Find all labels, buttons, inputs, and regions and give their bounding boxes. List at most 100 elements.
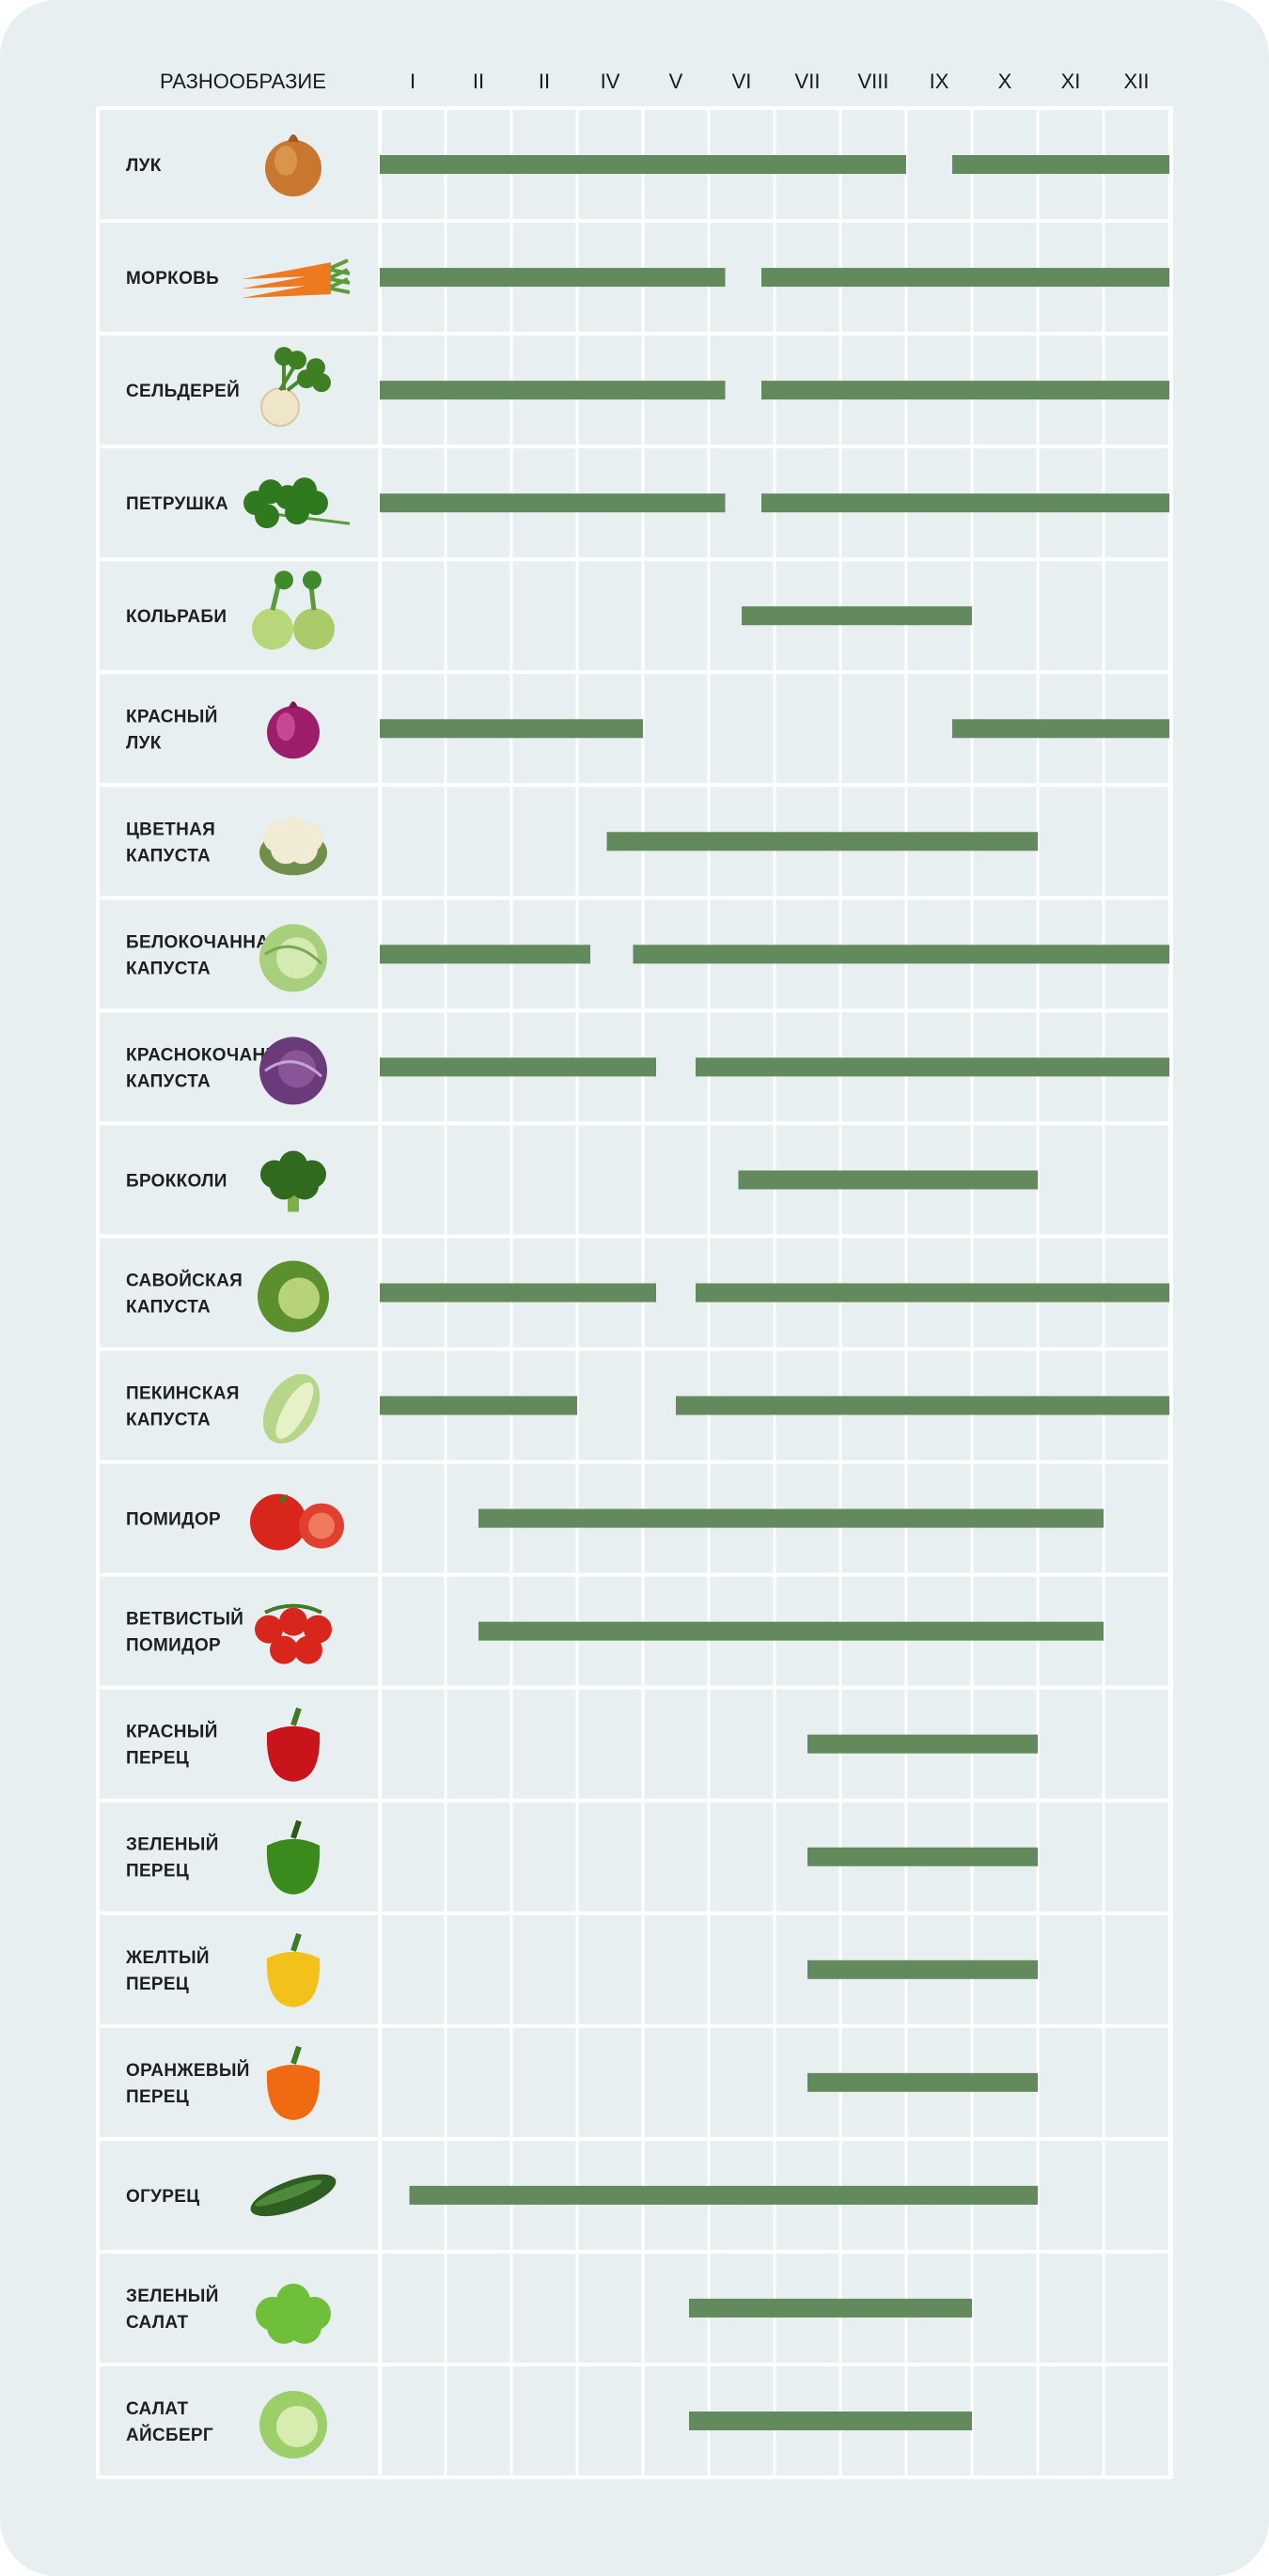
month-header: VI	[732, 70, 752, 93]
tomato-icon	[250, 1493, 344, 1551]
table-frame	[96, 106, 1173, 2479]
season-bar	[380, 1396, 577, 1415]
month-header: VIII	[857, 70, 888, 93]
season-bar	[738, 1170, 1038, 1190]
iceberg-lettuce-icon	[259, 2390, 327, 2459]
row-cauliflower: ЦВЕТНАЯ КАПУСТА	[126, 817, 1038, 876]
row-label: КРАСНОКОЧАННАЯ	[126, 1045, 306, 1065]
row-label: БЕЛОКОЧАННАЯ	[126, 932, 282, 952]
month-header: V	[669, 70, 683, 93]
season-bar	[952, 719, 1169, 739]
row-label: САЛАТ	[126, 2313, 189, 2333]
row-label: КАПУСТА	[126, 846, 211, 866]
row-label: КАПУСТА	[126, 959, 211, 978]
row-label: КАПУСТА	[126, 1411, 211, 1430]
cauliflower-icon	[259, 817, 327, 876]
row-label: ПЕТРУШКА	[126, 494, 228, 514]
row-kohlrabi: КОЛЬРАБИ	[126, 570, 972, 650]
row-lettuce: ЗЕЛЕНЫЙ САЛАТ	[126, 2283, 972, 2344]
carrot-icon	[242, 258, 351, 299]
red-pepper-icon	[266, 1707, 321, 1782]
month-header: XII	[1124, 70, 1150, 93]
orange-pepper-icon	[266, 2045, 321, 2120]
row-label: ПОМИДОР	[126, 1636, 221, 1656]
red-onion-icon	[267, 701, 320, 759]
row-label: ЗЕЛЕНЫЙ	[126, 2286, 219, 2306]
row-label: ПОМИДОР	[126, 1510, 221, 1530]
yellow-pepper-icon	[266, 1932, 321, 2007]
season-bar	[380, 945, 590, 964]
row-orange-pepper: ОРАНЖЕВЫЙ ПЕРЕЦ	[126, 2045, 1038, 2120]
broccoli-icon	[260, 1150, 326, 1212]
row-label: ОРАНЖЕВЫЙ	[126, 2060, 250, 2081]
season-bar	[409, 2185, 1038, 2205]
row-parsley: ПЕТРУШКА	[126, 477, 1169, 529]
season-bar	[761, 381, 1169, 400]
rows: ЛУК МОРКОВЬ СЕЛЬДЕРЕЙ ПЕТРУШКА КОЛЬРАБИ КРАСН…	[125, 134, 1169, 2459]
parsley-icon	[243, 477, 351, 529]
season-bar	[742, 606, 972, 626]
row-red-cabbage: КРАСНОКОЧАННАЯ КАПУСТА	[126, 1037, 1169, 1105]
month-header: IV	[601, 70, 620, 93]
row-label: ПЕРЕЦ	[126, 1975, 189, 1994]
row-label: БРОККОЛИ	[126, 1171, 227, 1191]
cucumber-icon	[250, 2174, 337, 2217]
month-header: II	[539, 70, 550, 93]
variety-header: РАЗНООБРАЗИЕ	[160, 70, 326, 93]
row-carrot: МОРКОВЬ	[126, 258, 1169, 299]
season-bar	[676, 1396, 1169, 1415]
row-label: ЦВЕТНАЯ	[126, 820, 215, 839]
row-white-cabbage: БЕЛОКОЧАННАЯ КАПУСТА	[126, 924, 1169, 992]
season-bar	[380, 381, 726, 400]
row-green-pepper: ЗЕЛЕНЫЙ ПЕРЕЦ	[126, 1819, 1038, 1895]
row-onion: ЛУК	[126, 134, 1169, 197]
row-savoy-cabbage: САВОЙСКАЯ КАПУСТА	[126, 1260, 1169, 1333]
season-bar	[380, 1057, 656, 1077]
row-label: КРАСНЫЙ	[126, 706, 218, 726]
month-header: II	[473, 70, 484, 93]
season-bar	[380, 1283, 656, 1303]
season-bar	[761, 268, 1169, 288]
row-napa-cabbage: ПЕКИНСКАЯ КАПУСТА	[126, 1374, 1169, 1444]
row-cucumber: ОГУРЕЦ	[126, 2174, 1038, 2217]
lettuce-icon	[256, 2283, 331, 2344]
season-bar	[478, 1621, 1104, 1641]
row-label: ПЕРЕЦ	[126, 1862, 189, 1881]
row-label: ЛУК	[126, 733, 162, 753]
row-label: ПЕРЕЦ	[126, 1749, 189, 1769]
row-celery: СЕЛЬДЕРЕЙ	[126, 347, 1169, 428]
season-bar	[380, 268, 726, 288]
row-label: СЕЛЬДЕРЕЙ	[126, 381, 240, 401]
row-vine-tomato: ВЕТВИСТЫЙ ПОМИДОР	[126, 1603, 1104, 1664]
row-yellow-pepper: ЖЕЛТЫЙ ПЕРЕЦ	[125, 1932, 1038, 2007]
season-bar	[380, 493, 726, 513]
season-bar	[689, 2411, 972, 2430]
row-broccoli: БРОККОЛИ	[126, 1150, 1038, 1212]
row-label: ЗЕЛЕНЫЙ	[126, 1834, 219, 1855]
kohlrabi-icon	[252, 570, 335, 650]
napa-cabbage-icon	[262, 1374, 321, 1444]
season-bar	[478, 1508, 1104, 1528]
row-label: ЛУК	[126, 156, 162, 176]
row-label: ПЕКИНСКАЯ	[126, 1384, 240, 1404]
header-row: РАЗНООБРАЗИЕ I II II IV V VI VII VIII IX X XI XII	[160, 70, 1149, 93]
month-header: XI	[1061, 70, 1081, 93]
row-label: МОРКОВЬ	[126, 269, 219, 289]
season-bar	[696, 1283, 1169, 1303]
season-bar	[380, 719, 643, 739]
row-label: ПЕРЕЦ	[126, 2087, 189, 2107]
season-bar	[807, 1734, 1038, 1754]
season-bar	[380, 155, 906, 175]
row-tomato: ПОМИДОР	[126, 1493, 1104, 1551]
row-label: КОЛЬРАБИ	[126, 607, 227, 627]
row-iceberg-lettuce: САЛАТ АЙСБЕРГ	[126, 2390, 972, 2459]
row-label: ЖЕЛТЫЙ	[125, 1947, 210, 1968]
season-bar	[807, 2072, 1038, 2092]
season-bar	[952, 155, 1169, 175]
row-red-onion: КРАСНЫЙ ЛУК	[126, 701, 1169, 759]
season-bar	[633, 945, 1169, 964]
month-header: IX	[930, 70, 949, 93]
season-bar	[606, 832, 1038, 851]
row-label: КРАСНЫЙ	[126, 1722, 218, 1742]
